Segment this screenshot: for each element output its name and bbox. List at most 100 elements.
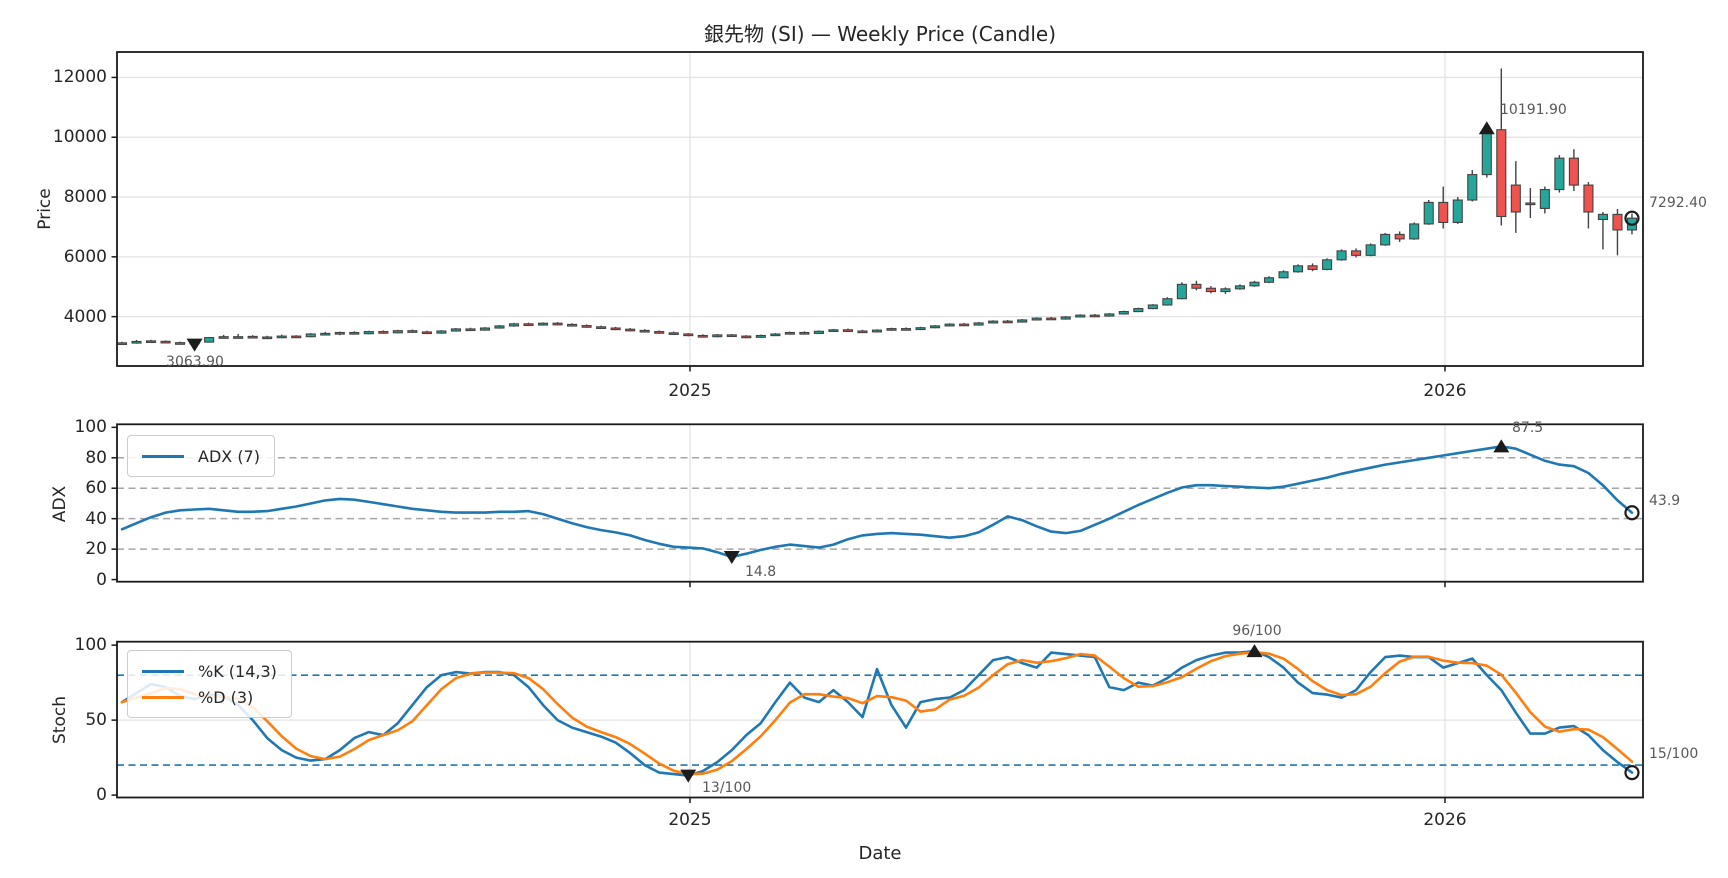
candle-down <box>596 326 607 329</box>
candle-up <box>1075 314 1086 318</box>
candle-down <box>639 329 650 333</box>
candle-down <box>378 331 389 334</box>
adx-hgrid <box>117 457 1643 550</box>
candle-down <box>1205 287 1216 293</box>
candle-down <box>407 330 418 333</box>
candle-up <box>1162 298 1173 306</box>
price-last-annotation: 7292.40 <box>1649 195 1707 211</box>
candle-down <box>1394 233 1405 240</box>
candle-up <box>436 330 447 334</box>
candle-up <box>334 331 345 335</box>
candle-up <box>1423 201 1434 225</box>
candle-down <box>668 332 679 335</box>
candle-up <box>276 335 287 339</box>
min-marker-triangle-down-icon <box>723 551 740 565</box>
stoch-k-swatch <box>142 669 184 673</box>
candle-up <box>305 333 316 338</box>
stoch-d-line <box>120 650 1634 776</box>
candle-down <box>145 340 157 344</box>
stoch-markers <box>680 644 1640 783</box>
candle-down <box>842 329 854 332</box>
candle-down <box>697 334 708 338</box>
price-ytick-label: 6000 <box>63 246 107 267</box>
candle-down <box>175 342 186 345</box>
candle-down <box>581 325 592 328</box>
peak-marker-triangle-up-icon <box>1478 121 1495 135</box>
candle-up <box>973 322 984 326</box>
candle-up <box>1147 304 1158 310</box>
candle-up <box>944 323 955 327</box>
adx-line-swatch <box>142 454 184 458</box>
candle-down <box>741 335 752 339</box>
candle-up <box>871 329 883 333</box>
candle-down <box>349 331 360 335</box>
candle-down <box>523 323 534 326</box>
candle-up <box>262 336 273 340</box>
candle-down <box>1568 157 1579 186</box>
candle-up <box>1380 233 1391 246</box>
candle-down <box>1002 320 1013 324</box>
candle-up <box>363 331 374 335</box>
adx-ytick-label: 20 <box>85 539 107 560</box>
candle-up <box>784 331 795 335</box>
last-value-circle-icon <box>1624 505 1640 521</box>
date-axis-label: Date <box>858 843 902 864</box>
stoch-xtick-label: 2025 <box>668 810 712 830</box>
candle-up <box>1554 157 1565 191</box>
chart-title: 銀先物 (SI) — Weekly Price (Candle) <box>703 22 1057 46</box>
adx-vgrid <box>689 424 1446 582</box>
candle-up <box>1467 174 1478 201</box>
candle-down <box>1438 201 1449 224</box>
candle-down <box>1046 317 1057 321</box>
candle-up <box>1249 281 1260 287</box>
candle-down <box>1496 129 1507 218</box>
candle-up <box>1060 316 1071 320</box>
candle-up <box>828 329 839 332</box>
price-xtick-label: 2025 <box>668 381 712 401</box>
candle-down <box>1307 265 1318 270</box>
last-value-circle-icon <box>1624 765 1640 781</box>
peak-marker-triangle-up-icon <box>1493 439 1510 453</box>
candle-up <box>712 334 723 338</box>
candle-down <box>1510 184 1521 213</box>
candle-up <box>1031 317 1042 321</box>
candle-up <box>494 325 505 329</box>
candle-down <box>1191 283 1202 289</box>
candle-down <box>1612 213 1623 231</box>
last-value-circle-icon <box>1624 210 1640 226</box>
stoch-ytick-label: 50 <box>85 710 107 731</box>
candle-down <box>726 334 737 338</box>
candle-down <box>900 328 912 331</box>
stoch-min-annotation: 13/100 <box>702 780 752 796</box>
candle-down <box>465 328 476 332</box>
candle-up <box>508 323 520 327</box>
stoch-ytick-label: 100 <box>74 635 107 656</box>
stoch-k-line <box>120 649 1634 777</box>
adx-ytick-label: 40 <box>85 508 107 529</box>
candle-down <box>421 331 432 335</box>
candle-up <box>1336 250 1347 261</box>
candle-down <box>218 336 229 339</box>
candle-up <box>1278 271 1289 279</box>
stoch-hgrid <box>117 674 1643 766</box>
stoch-xtick-label: 2026 <box>1423 810 1467 830</box>
candle-up <box>1597 213 1608 221</box>
min-marker-triangle-down-icon <box>186 338 203 352</box>
adx-legend-label: ADX (7) <box>198 446 260 466</box>
candle-down <box>552 322 563 326</box>
candle-up <box>930 325 941 329</box>
candle-up <box>320 332 331 336</box>
candle-down <box>291 335 302 339</box>
adx-markers <box>723 439 1640 565</box>
candle-up <box>1220 288 1231 293</box>
candle-up <box>1104 313 1115 317</box>
candle-up <box>755 334 766 338</box>
candle-down <box>1525 202 1536 206</box>
price-panel-border <box>116 51 1644 367</box>
price-hgrid <box>117 76 1643 318</box>
candle-up <box>1017 319 1028 323</box>
candle-down <box>160 340 171 344</box>
candle-up <box>813 330 824 334</box>
